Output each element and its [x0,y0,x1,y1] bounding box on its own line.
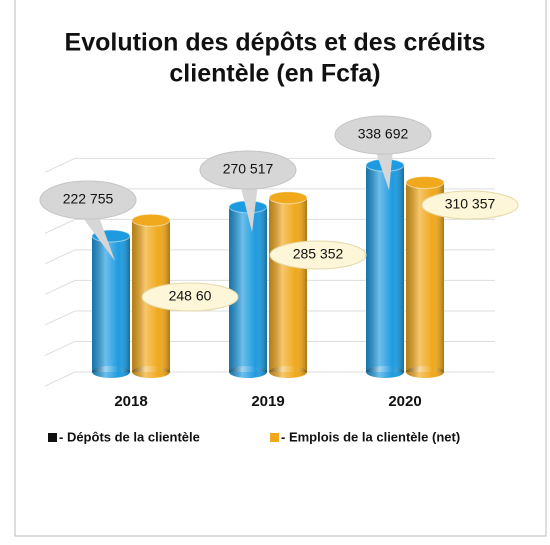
grid-line [44,340,495,356]
bar-top [405,176,445,190]
value-label: 270 517 [223,161,274,177]
callout [421,190,519,220]
callout [80,214,115,262]
grid-line [44,310,495,326]
bar-base-shade [229,366,267,378]
value-label: 338 692 [358,126,409,142]
frame [14,0,547,537]
bar-base-shade [269,366,307,378]
callout [334,115,432,155]
x-tick-label: 2020 [388,393,421,410]
bar-shade [366,165,404,372]
bar-base-shade [92,366,130,378]
callout [141,282,239,312]
chart-title: Evolution des dépôts et des crédits [65,29,486,57]
value-label: 222 755 [63,191,114,207]
bar-base-shade [132,366,170,378]
value-label: 285 352 [293,246,344,262]
legend-label: - Dépôts de la clientèle [59,429,200,444]
grid-line [44,157,495,173]
bar-base-shade [366,366,404,378]
value-label: 248 60 [169,288,212,304]
legend-swatch [270,433,279,442]
bar-shade [269,197,307,372]
bar-shade [229,206,267,372]
callout [269,240,367,270]
grid-line [44,371,495,387]
grid-line [44,279,495,295]
callout [375,149,393,191]
x-tick-label: 2019 [251,393,284,410]
bar-top [131,213,171,227]
bar-base-shade [406,366,444,378]
callout [240,184,258,232]
legend-swatch [48,433,57,442]
legend-label: - Emplois de la clientèle (net) [281,429,460,444]
callout [199,150,297,190]
callout [39,180,137,220]
grid-line [44,218,495,234]
x-tick-label: 2018 [114,393,147,410]
bar-shade [92,236,130,372]
value-label: 310 357 [445,196,496,212]
chart-title: clientèle (en Fcfa) [169,60,380,88]
bar-top [268,191,308,205]
